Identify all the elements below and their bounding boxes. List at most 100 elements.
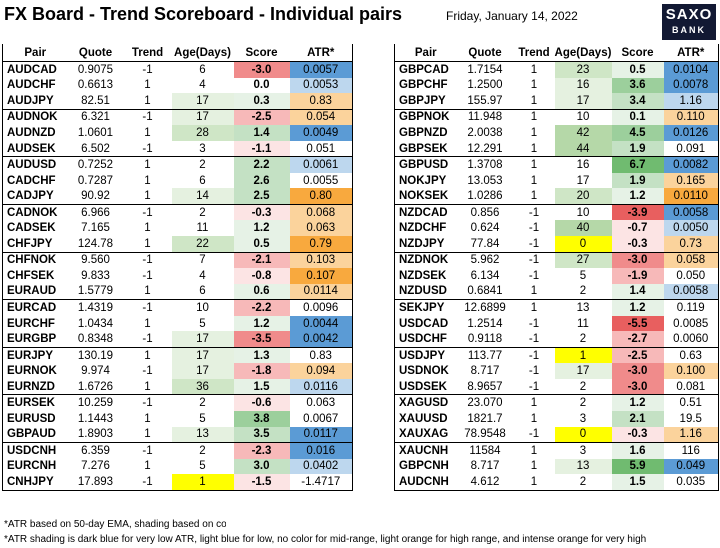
table-row: USDJPY 113.77 -1 1 -2.5 0.63 bbox=[394, 346, 719, 364]
atr-cell: 19.5 bbox=[663, 411, 719, 427]
score-cell: 5.9 bbox=[611, 458, 664, 475]
atr-cell: 0.83 bbox=[289, 93, 353, 110]
atr-cell: 0.0078 bbox=[663, 77, 719, 94]
trend-cell: 1 bbox=[530, 126, 538, 139]
quote-cell: 77.84 bbox=[470, 237, 500, 250]
pair-cell: NZDNOK bbox=[394, 251, 457, 269]
age-cell: 6 bbox=[199, 63, 206, 76]
footnote-atr-basis: *ATR based on 50-day EMA, shading based … bbox=[4, 519, 226, 530]
age-cell: 13 bbox=[171, 426, 234, 443]
trend-cell: 1 bbox=[530, 412, 538, 425]
table-row: AUDCAD 0.9075 -1 6 -3.0 0.0057 bbox=[2, 61, 353, 78]
quote-cell: 6.321 bbox=[67, 108, 124, 126]
atr-cell: 0.063 bbox=[289, 394, 353, 412]
right-scoreboard-table: Pair Quote Trend Age(Days) Score ATR* GB… bbox=[394, 44, 719, 491]
quote-cell: 90.92 bbox=[81, 190, 110, 203]
age-cell: 40 bbox=[554, 220, 612, 237]
trend-cell: 1 bbox=[513, 394, 555, 412]
pair-cell: NZDCAD bbox=[394, 203, 457, 221]
age-cell: 2 bbox=[171, 394, 234, 412]
age-cell: 16 bbox=[554, 156, 612, 173]
atr-cell: 0.0067 bbox=[289, 411, 353, 427]
table-row: EURCHF 1.0434 1 5 1.2 0.0044 bbox=[2, 315, 353, 332]
pair-cell: GBPAUD bbox=[2, 426, 68, 443]
score-cell: 6.7 bbox=[611, 156, 664, 173]
trend-cell: 1 bbox=[144, 317, 151, 330]
score-cell: 4.5 bbox=[611, 125, 664, 141]
trend-cell: -1 bbox=[513, 346, 555, 364]
score-cell: -2.5 bbox=[233, 108, 290, 126]
pair-cell: NOKJPY bbox=[394, 172, 457, 189]
pair-cell: NZDUSD bbox=[394, 283, 457, 300]
atr-cell: 0.0114 bbox=[289, 283, 353, 300]
age-cell: 4 bbox=[199, 79, 206, 92]
trend-cell: 1 bbox=[144, 126, 151, 139]
pair-cell: CHFNOK bbox=[2, 251, 68, 269]
col-header-atr: ATR* bbox=[289, 44, 353, 62]
col-header-age: Age(Days) bbox=[554, 44, 612, 62]
quote-cell: 6.359 bbox=[67, 442, 124, 459]
trend-cell: -1 bbox=[528, 237, 540, 250]
trend-cell: 1 bbox=[530, 142, 538, 155]
age-cell: 17 bbox=[171, 331, 234, 348]
age-cell: 1 bbox=[171, 474, 234, 491]
pair-cell: AUDCNH bbox=[394, 474, 457, 491]
score-cell: 2.5 bbox=[233, 188, 290, 205]
score-cell: 2.6 bbox=[233, 172, 290, 189]
table-row: AUDSEK 6.502 -1 3 -1.1 0.051 bbox=[2, 140, 353, 157]
quote-cell: 155.97 bbox=[467, 94, 503, 107]
trend-cell: -1 bbox=[142, 63, 153, 76]
col-header-atr: ATR* bbox=[663, 44, 719, 62]
trend-cell: -1 bbox=[123, 394, 172, 412]
table-row: CHFJPY 124.78 1 22 0.5 0.79 bbox=[2, 236, 353, 253]
score-cell: -0.7 bbox=[611, 220, 664, 237]
atr-cell: 116 bbox=[663, 442, 719, 459]
quote-cell: 8.717 bbox=[470, 365, 500, 378]
pair-cell: EURGBP bbox=[2, 331, 68, 348]
score-cell: 1.2 bbox=[233, 220, 290, 237]
trend-cell: 1 bbox=[530, 285, 538, 298]
pair-cell: XAGUSD bbox=[394, 394, 457, 412]
trend-cell: 1 bbox=[144, 174, 151, 187]
pair-cell: USDSEK bbox=[394, 378, 457, 395]
quote-cell: 1.3708 bbox=[456, 156, 514, 173]
table-row: GBPNOK 11.948 1 10 0.1 0.110 bbox=[394, 108, 719, 126]
atr-cell: 0.091 bbox=[663, 140, 719, 157]
score-cell: 1.2 bbox=[611, 299, 664, 316]
quote-cell: 0.9118 bbox=[467, 333, 503, 346]
score-cell: -2.2 bbox=[233, 299, 290, 316]
trend-cell: -1 bbox=[528, 333, 540, 346]
pair-cell: GBPCHF bbox=[394, 77, 457, 94]
quote-cell: 9.560 bbox=[67, 251, 124, 269]
age-cell: 13 bbox=[554, 458, 612, 475]
table-row: XAUUSD 1821.7 1 3 2.1 19.5 bbox=[394, 411, 719, 427]
table-row: AUDCNH 4.612 1 2 1.5 0.035 bbox=[394, 474, 719, 491]
right-table-body: GBPCAD 1.7154 1 23 0.5 0.0104 GBPCHF 1.2500 1 16 3… bbox=[394, 61, 719, 491]
pair-cell: XAUCNH bbox=[394, 442, 457, 459]
table-row: USDNOK 8.717 -1 17 -3.0 0.100 bbox=[394, 363, 719, 379]
table-row: GBPSEK 12.291 1 44 1.9 0.091 bbox=[394, 140, 719, 157]
trend-cell: -1 bbox=[123, 251, 172, 269]
table-row: AUDNOK 6.321 -1 17 -2.5 0.054 bbox=[2, 108, 353, 126]
score-cell: 1.2 bbox=[233, 315, 290, 332]
score-cell: 0.1 bbox=[611, 108, 664, 126]
quote-cell: 1.6726 bbox=[77, 380, 114, 393]
pair-cell: AUDCHF bbox=[2, 77, 68, 94]
col-header-pair: Pair bbox=[394, 44, 457, 62]
table-row: CADCHF 0.7287 1 6 2.6 0.0055 bbox=[2, 172, 353, 189]
table-row: GBPCNH 8.717 1 13 5.9 0.049 bbox=[394, 458, 719, 475]
score-cell: 2.2 bbox=[233, 156, 290, 173]
quote-cell: 9.833 bbox=[81, 269, 110, 282]
pair-cell: CADNOK bbox=[2, 203, 68, 221]
atr-cell: 1.16 bbox=[663, 93, 719, 110]
pair-cell: XAUUSD bbox=[394, 411, 457, 427]
atr-cell: 0.80 bbox=[289, 188, 353, 205]
atr-cell: 0.79 bbox=[289, 236, 353, 253]
quote-cell: 1.2500 bbox=[467, 79, 503, 92]
pair-cell: AUDCAD bbox=[2, 61, 68, 78]
quote-cell: 12.6899 bbox=[456, 299, 514, 316]
pair-cell: CNHJPY bbox=[2, 474, 68, 491]
quote-cell: 17.893 bbox=[67, 474, 124, 491]
table-row: USDCAD 1.2514 -1 11 -5.5 0.0085 bbox=[394, 315, 719, 332]
age-cell: 5 bbox=[199, 412, 206, 425]
